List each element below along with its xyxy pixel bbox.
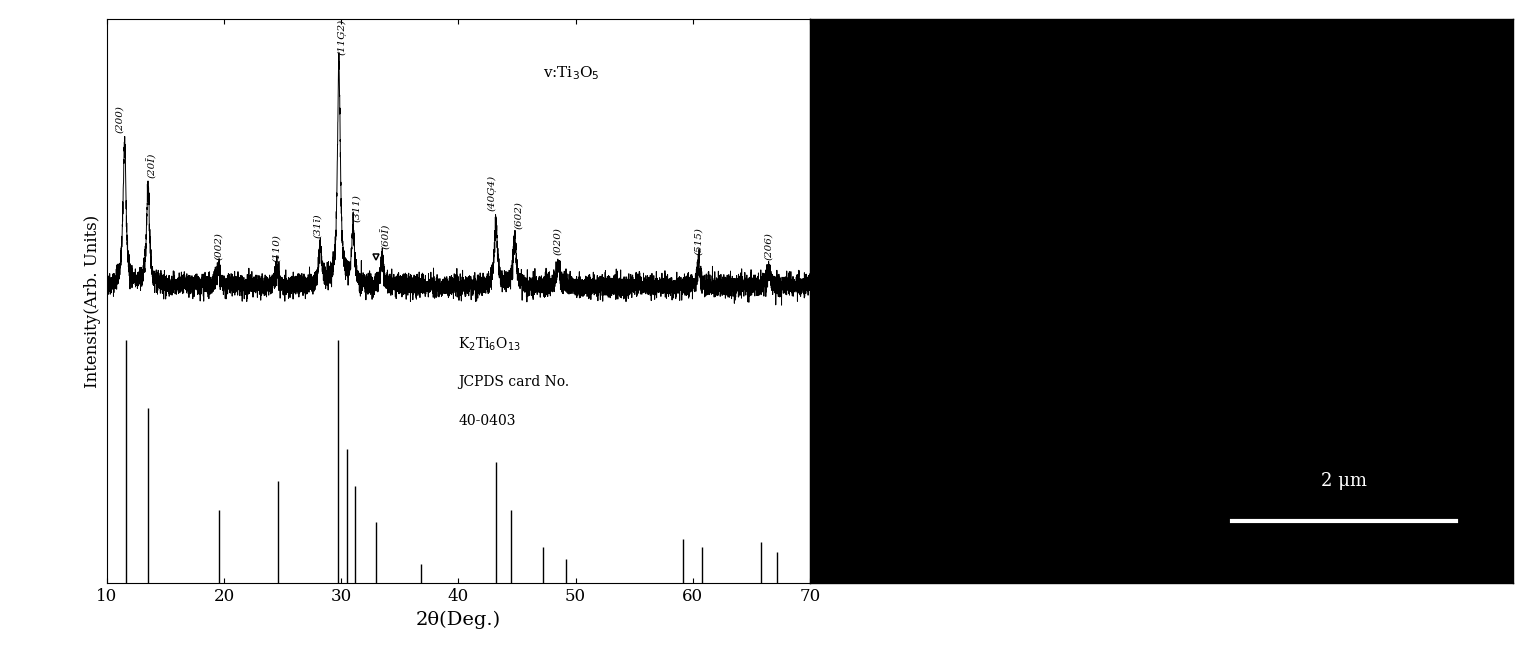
Text: 40-0403: 40-0403 [458, 414, 516, 428]
Text: (31ī): (31ī) [313, 213, 322, 238]
Text: JCPDS card No.: JCPDS card No. [458, 375, 570, 389]
Polygon shape [810, 19, 1513, 583]
Text: (311): (311) [351, 194, 361, 222]
Text: 2 μm: 2 μm [1322, 472, 1368, 490]
Text: (002): (002) [214, 232, 223, 260]
Text: (40Ģ4): (40Ģ4) [487, 175, 497, 211]
Text: (20Ī): (20Ī) [147, 152, 157, 178]
Text: (110): (110) [272, 234, 281, 262]
Text: K$_2$Ti$_6$O$_{13}$: K$_2$Ti$_6$O$_{13}$ [458, 335, 521, 353]
Text: (020): (020) [553, 227, 562, 255]
Text: (60Ī): (60Ī) [380, 224, 391, 249]
X-axis label: 2θ(Deg.): 2θ(Deg.) [416, 610, 501, 629]
Text: (602): (602) [513, 201, 523, 229]
Text: (11Ģ2): (11Ģ2) [338, 19, 347, 55]
Y-axis label: Intensity(Arb. Units): Intensity(Arb. Units) [84, 214, 101, 388]
Text: (515): (515) [694, 227, 703, 255]
Text: (206): (206) [764, 232, 773, 260]
Text: v:Ti$_3$O$_5$: v:Ti$_3$O$_5$ [542, 65, 599, 82]
Text: (200): (200) [115, 105, 124, 133]
